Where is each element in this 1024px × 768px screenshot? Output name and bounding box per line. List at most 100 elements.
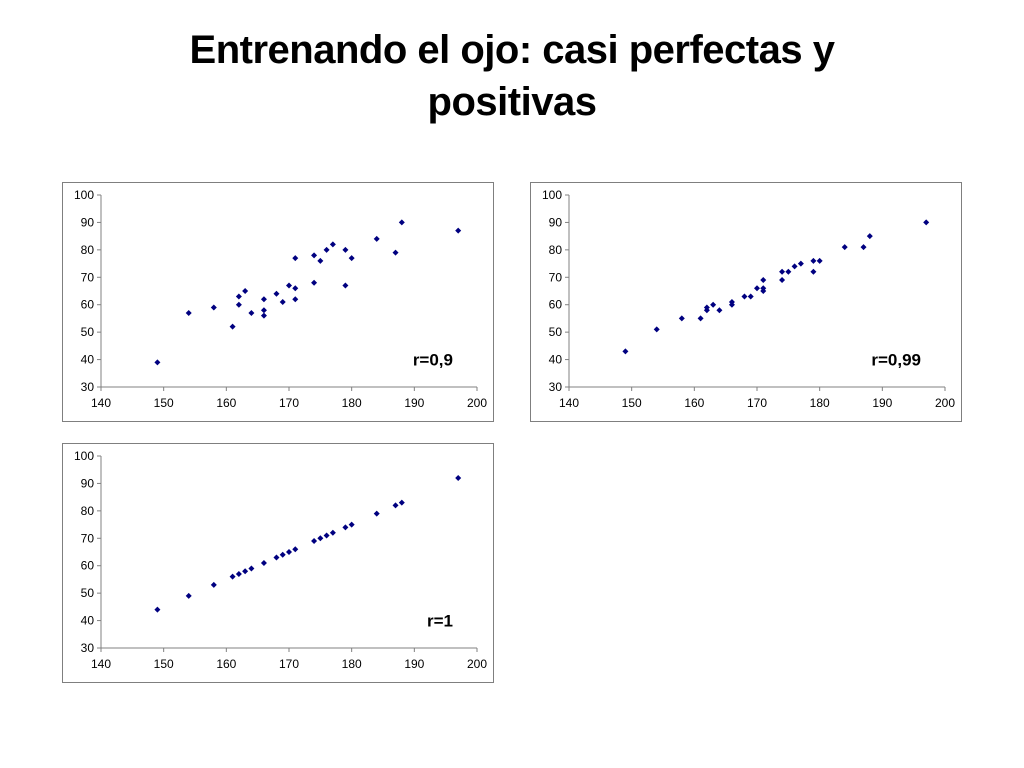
y-tick-label: 30 <box>81 641 95 655</box>
x-tick-label: 140 <box>559 396 579 410</box>
y-tick-label: 100 <box>542 188 562 202</box>
scatter-point <box>455 474 462 481</box>
y-tick-label: 40 <box>81 353 95 367</box>
scatter-point <box>622 348 629 355</box>
scatter-point <box>185 592 192 599</box>
scatter-point <box>747 293 754 300</box>
scatter-point <box>260 307 267 314</box>
scatter-point <box>235 570 242 577</box>
correlation-label: r=1 <box>427 612 453 631</box>
scatter-point <box>235 301 242 308</box>
scatter-point <box>373 235 380 242</box>
y-tick-label: 50 <box>549 325 563 339</box>
correlation-label: r=0,99 <box>871 351 921 370</box>
scatter-point <box>703 304 710 311</box>
scatter-point <box>392 502 399 509</box>
scatter-point <box>810 268 817 275</box>
scatter-point <box>760 285 767 292</box>
scatter-point <box>279 298 286 305</box>
scatter-point <box>866 233 873 240</box>
y-tick-label: 40 <box>549 353 563 367</box>
scatter-point <box>292 546 299 553</box>
scatter-point <box>260 296 267 303</box>
scatter-point <box>210 581 217 588</box>
scatter-point <box>779 277 786 284</box>
scatter-point <box>154 359 161 366</box>
scatter-point <box>760 277 767 284</box>
x-tick-label: 140 <box>91 396 111 410</box>
y-tick-label: 70 <box>549 270 563 284</box>
x-tick-label: 200 <box>467 657 487 671</box>
scatter-point <box>398 499 405 506</box>
scatter-point <box>229 573 236 580</box>
scatter-point <box>810 257 817 264</box>
scatter-point <box>242 288 249 294</box>
scatter-point <box>273 554 280 561</box>
scatter-plot-svg: 30 40 50 60 70 80 90 100 140 150 160 170 180 190 200 r=… <box>74 188 487 410</box>
x-tick-label: 190 <box>872 396 892 410</box>
x-tick-label: 180 <box>342 657 362 671</box>
x-tick-label: 150 <box>154 657 174 671</box>
scatter-point <box>311 252 318 259</box>
scatter-point <box>342 246 349 253</box>
scatter-point <box>653 326 660 333</box>
scatter-point <box>185 309 192 316</box>
scatter-chart-r09: 30 40 50 60 70 80 90 100 140 150 160 170 180 190 200 r=… <box>62 182 494 422</box>
scatter-point <box>273 290 280 297</box>
x-tick-label: 180 <box>810 396 830 410</box>
x-tick-label: 190 <box>404 657 424 671</box>
scatter-point <box>392 249 399 256</box>
scatter-point <box>455 227 462 234</box>
y-tick-label: 60 <box>81 298 95 312</box>
scatter-plot-svg: 30 40 50 60 70 80 90 100 140 150 160 170 180 190 200 r=… <box>542 188 955 410</box>
scatter-point <box>728 298 735 305</box>
scatter-point <box>923 219 930 226</box>
x-tick-label: 170 <box>279 396 299 410</box>
y-tick-label: 70 <box>81 270 95 284</box>
scatter-point <box>317 257 324 264</box>
x-tick-label: 140 <box>91 657 111 671</box>
x-tick-label: 190 <box>404 396 424 410</box>
scatter-point <box>154 606 161 613</box>
scatter-point <box>785 268 792 275</box>
scatter-point <box>248 309 255 316</box>
scatter-point <box>797 260 804 267</box>
scatter-point <box>329 241 336 248</box>
y-tick-label: 90 <box>81 476 95 490</box>
y-tick-label: 90 <box>81 215 95 229</box>
y-tick-label: 60 <box>81 559 95 573</box>
y-tick-label: 70 <box>81 531 95 545</box>
scatter-point <box>716 307 723 314</box>
x-tick-label: 200 <box>467 396 487 410</box>
x-tick-label: 150 <box>622 396 642 410</box>
scatter-point <box>248 565 255 572</box>
scatter-point <box>342 282 349 289</box>
y-tick-label: 50 <box>81 325 95 339</box>
scatter-point <box>342 524 349 531</box>
x-tick-label: 160 <box>684 396 704 410</box>
scatter-point <box>329 529 336 536</box>
scatter-point <box>279 551 286 558</box>
y-tick-label: 100 <box>74 449 94 463</box>
scatter-point <box>292 255 299 262</box>
scatter-point <box>235 293 242 300</box>
y-tick-label: 60 <box>549 298 563 312</box>
scatter-point <box>741 293 748 300</box>
x-tick-label: 170 <box>279 657 299 671</box>
x-tick-label: 200 <box>935 396 955 410</box>
scatter-point <box>791 263 798 270</box>
slide-title: Entrenando el ojo: casi perfectas y posi… <box>189 28 835 124</box>
scatter-point <box>292 285 299 292</box>
scatter-chart-r099: 30 40 50 60 70 80 90 100 140 150 160 170 180 190 200 r=… <box>530 182 962 422</box>
scatter-point <box>260 559 267 566</box>
scatter-chart-r1: 30 40 50 60 70 80 90 100 140 150 160 170 180 190 200 r=… <box>62 443 494 683</box>
scatter-point <box>348 521 355 528</box>
y-tick-label: 90 <box>549 215 563 229</box>
x-tick-label: 160 <box>216 396 236 410</box>
scatter-point <box>710 301 717 308</box>
scatter-point <box>697 315 704 322</box>
y-tick-label: 30 <box>549 380 563 394</box>
scatter-point <box>860 244 867 251</box>
y-tick-label: 40 <box>81 614 95 628</box>
scatter-point <box>754 285 760 292</box>
